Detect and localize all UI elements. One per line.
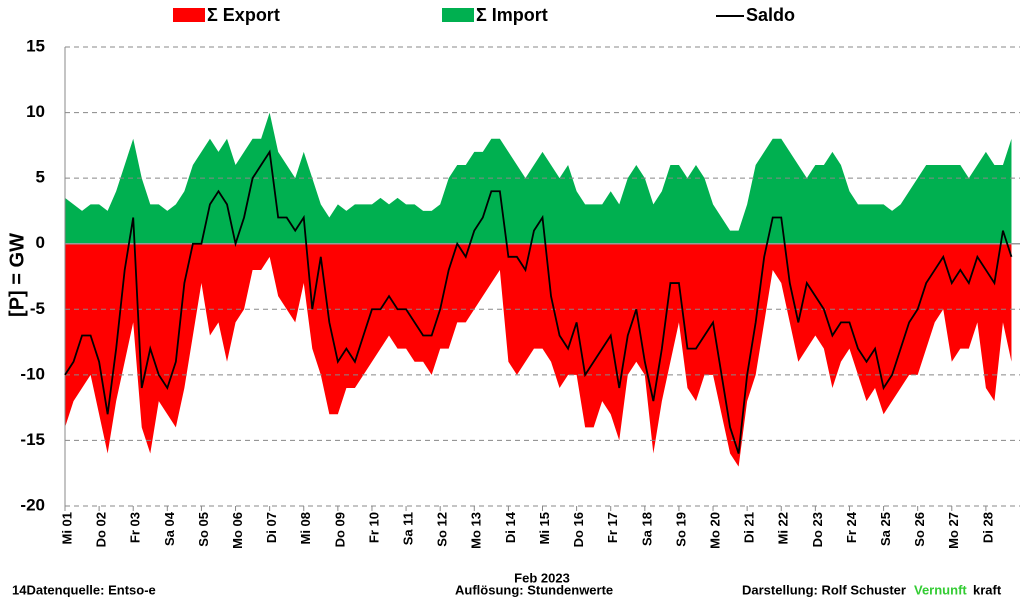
x-tick-label: So 19 xyxy=(673,512,688,547)
y-tick-label: 15 xyxy=(26,36,45,55)
x-tick-label: Fr 10 xyxy=(366,512,381,543)
x-tick-label: Sa 25 xyxy=(878,512,893,546)
legend-swatch xyxy=(442,8,474,22)
x-tick-label: Sa 11 xyxy=(401,512,416,545)
x-tick-label: Di 21 xyxy=(742,512,757,543)
x-tick-label: Sa 18 xyxy=(639,512,654,546)
y-tick-label: -20 xyxy=(20,495,45,514)
y-tick-label: -15 xyxy=(20,430,45,449)
x-tick-label: Do 16 xyxy=(571,512,586,547)
resolution: Auflösung: Stundenwerte xyxy=(455,582,613,597)
y-tick-label: 10 xyxy=(26,102,45,121)
legend-label: Saldo xyxy=(746,5,795,25)
x-tick-label: Mi 01 xyxy=(59,512,74,545)
x-tick-label: Mi 08 xyxy=(298,512,313,545)
brand: Vernunft xyxy=(914,582,967,597)
area xyxy=(65,112,1012,244)
x-tick-label: Fr 03 xyxy=(128,512,143,543)
x-tick-label: So 26 xyxy=(912,512,927,547)
x-tick-label: Di 28 xyxy=(980,512,995,543)
x-tick-label: Mo 06 xyxy=(230,512,245,549)
x-tick-label: Do 02 xyxy=(94,512,109,547)
x-axis-label: Feb 2023 xyxy=(514,570,570,585)
legend-label: Σ Import xyxy=(476,5,548,25)
x-tick-label: So 12 xyxy=(435,512,450,547)
x-tick-label: Mi 15 xyxy=(537,512,552,545)
x-tick-label: Fr 24 xyxy=(844,511,859,543)
x-tick-label: Sa 04 xyxy=(162,511,177,546)
author: Darstellung: Rolf Schuster xyxy=(742,582,906,597)
y-tick-label: -10 xyxy=(20,364,45,383)
line xyxy=(64,149,1013,454)
y-tick-label: -5 xyxy=(30,299,45,318)
x-tick-label: Di 14 xyxy=(503,511,518,543)
x-tick-label: Fr 17 xyxy=(605,512,620,543)
x-tick-label: Mo 20 xyxy=(707,512,722,549)
x-tick-label: Mi 22 xyxy=(776,512,791,545)
x-tick-label: Mo 13 xyxy=(469,512,484,549)
y-tick-label: 5 xyxy=(36,168,45,187)
y-tick-label: 0 xyxy=(36,233,45,252)
x-tick-label: Di 07 xyxy=(264,512,279,543)
brand: kraft xyxy=(973,582,1002,597)
source: 14Datenquelle: Entso-e xyxy=(12,582,156,597)
y-axis-label: [P] = GW xyxy=(6,233,28,317)
x-tick-label: Do 23 xyxy=(810,512,825,547)
x-tick-label: Mo 27 xyxy=(946,512,961,549)
x-tick-label: So 05 xyxy=(196,512,211,547)
legend-swatch xyxy=(173,8,205,22)
area xyxy=(65,243,1012,467)
legend-label: Σ Export xyxy=(207,5,280,25)
x-tick-label: Do 09 xyxy=(332,512,347,547)
